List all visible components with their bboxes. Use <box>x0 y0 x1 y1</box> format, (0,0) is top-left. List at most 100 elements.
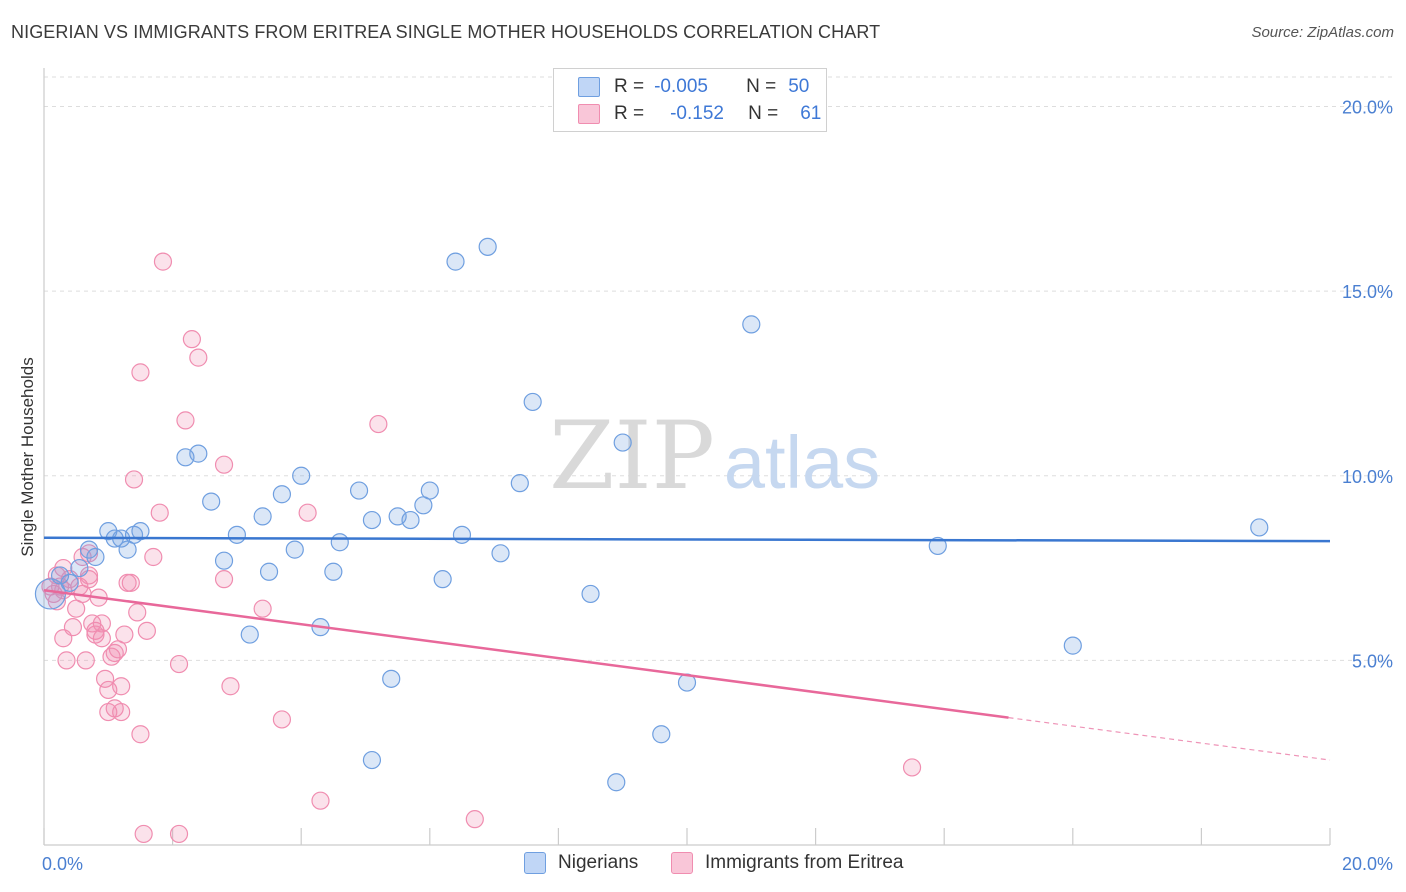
eritrea-point <box>63 618 83 637</box>
eritrea-point <box>214 570 234 589</box>
eritrea-point <box>112 702 131 722</box>
eritrea-point <box>128 603 147 622</box>
nigerian-point <box>581 584 600 604</box>
eritrea-point <box>153 252 173 271</box>
series-legend: Nigerians Immigrants from Eritrea <box>0 852 1406 876</box>
y-tick-label: 20.0% <box>1342 98 1393 118</box>
eritrea-point <box>189 348 208 367</box>
nigerian-point <box>523 392 542 412</box>
source-label: Source: ZipAtlas.com <box>1251 24 1394 41</box>
eritrea-swatch <box>578 104 600 124</box>
r-value: -0.005 <box>654 76 708 97</box>
nigerian-point <box>433 570 452 589</box>
eritrea-point <box>92 614 111 633</box>
nigerians-legend-label: Nigerians <box>558 852 639 873</box>
eritrea-point <box>182 330 201 349</box>
eritrea-point <box>214 455 234 474</box>
nigerian-point <box>79 540 99 559</box>
eritrea-point <box>369 414 388 434</box>
legend-row-nigerians: R = -0.005 N = 50 <box>554 75 809 99</box>
eritrea-point <box>298 503 317 522</box>
nigerian-point <box>607 773 626 792</box>
watermark: ZIP atlas <box>549 402 880 511</box>
eritrea-legend-label: Immigrants from Eritrea <box>705 852 904 873</box>
eritrea-point <box>92 629 111 648</box>
x-tick-label: 20.0% <box>1342 854 1393 874</box>
legend-item-eritrea: Immigrants from Eritrea <box>671 852 903 874</box>
eritrea-point <box>76 651 95 670</box>
nigerian-point <box>70 558 89 578</box>
eritrea-point <box>221 677 240 696</box>
eritrea-point <box>112 677 131 696</box>
eritrea-point <box>86 621 105 640</box>
n-label: N = <box>746 76 777 97</box>
eritrea-point <box>169 654 189 674</box>
tick-labels: 5.0% 10.0% 15.0% 20.0% 0.0% 20.0% <box>42 98 1393 874</box>
r-value: -0.152 <box>670 103 724 124</box>
eritrea-point <box>176 411 195 430</box>
y-tick-label: 5.0% <box>1352 651 1393 671</box>
eritrea-point <box>115 625 134 644</box>
n-value: 61 <box>800 103 822 124</box>
eritrea-point <box>79 566 99 585</box>
legend-row-eritrea: R = -0.152 N = 61 <box>554 102 821 126</box>
nigerian-point <box>324 562 343 581</box>
eritrea-point <box>311 791 330 810</box>
eritrea-legend-swatch <box>671 852 693 874</box>
eritrea-trend-extension <box>1008 717 1331 761</box>
y-tick-label: 15.0% <box>1342 282 1393 302</box>
eritrea-point <box>124 470 144 489</box>
nigerian-point <box>227 525 246 544</box>
nigerian-point <box>253 507 272 526</box>
n-label: N = <box>748 103 779 124</box>
nigerian-point <box>362 510 382 530</box>
nigerian-point <box>272 485 292 504</box>
eritrea-point <box>253 599 272 618</box>
nigerian-point <box>491 544 510 563</box>
eritrea-points <box>41 252 922 844</box>
nigerian-point <box>349 481 369 500</box>
nigerian-point <box>613 433 632 452</box>
trend-lines <box>43 536 1331 761</box>
eritrea-point <box>150 503 169 522</box>
axes <box>43 68 1331 846</box>
eritrea-point <box>57 651 76 670</box>
r-label: R = <box>614 76 645 97</box>
eritrea-point <box>131 725 150 744</box>
nigerian-point <box>202 492 221 511</box>
nigerian-point <box>1063 636 1082 655</box>
nigerian-point <box>382 669 401 688</box>
watermark-atlas: atlas <box>724 421 880 504</box>
nigerian-point <box>478 237 497 256</box>
nigerian-point <box>1250 518 1269 537</box>
eritrea-point <box>169 824 189 844</box>
y-tick-label: 10.0% <box>1342 467 1393 487</box>
eritrea-point <box>272 710 292 729</box>
nigerian-point <box>742 315 761 334</box>
nigerian-point <box>189 444 208 463</box>
nigerian-point <box>420 481 439 500</box>
nigerian-point <box>259 562 279 581</box>
nigerian-point <box>50 566 70 585</box>
nigerian-points <box>34 237 1269 792</box>
nigerian-point <box>452 525 472 544</box>
correlation-legend: R = -0.005 N = 50 R = -0.152 N = 61 <box>553 68 827 132</box>
eritrea-trend-line <box>43 588 1009 719</box>
nigerian-point <box>928 536 947 556</box>
nigerian-point <box>362 750 382 770</box>
eritrea-point <box>902 758 922 777</box>
eritrea-point <box>144 547 163 567</box>
nigerian-point <box>285 540 304 559</box>
nigerian-point <box>510 474 529 493</box>
watermark-zip: ZIP <box>549 402 715 511</box>
nigerian-point <box>652 725 671 744</box>
nigerian-point <box>60 573 79 592</box>
nigerians-legend-swatch <box>524 852 546 874</box>
nigerian-point <box>446 252 465 271</box>
nigerian-point <box>131 522 150 541</box>
eritrea-point <box>137 621 156 640</box>
x-tick-label: 0.0% <box>42 854 83 874</box>
chart-title: NIGERIAN VS IMMIGRANTS FROM ERITREA SING… <box>11 22 881 42</box>
nigerian-point <box>86 547 105 567</box>
